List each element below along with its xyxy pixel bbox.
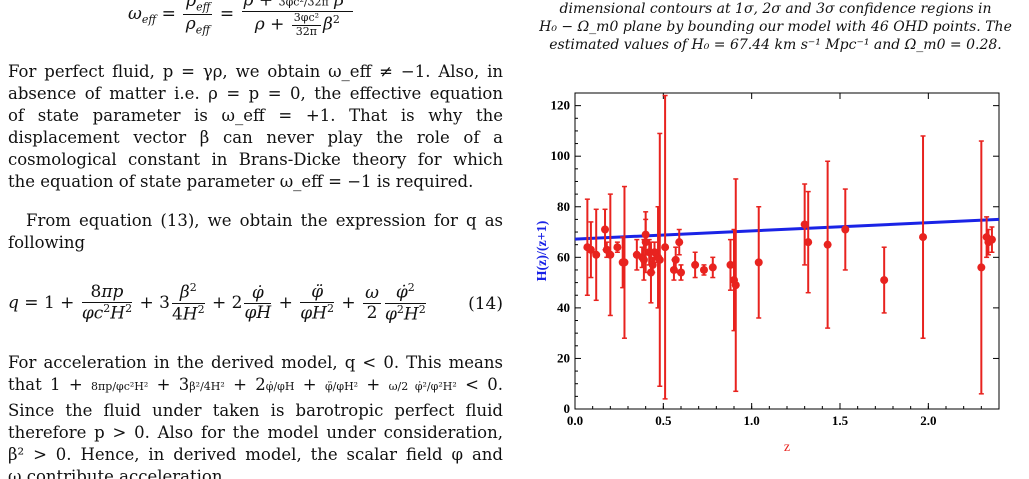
equation-14: q = 1 + 8πp φc2H2 + 3 β2 4H2 + 2 φ̇ φH + φ̈ φH…	[8, 281, 503, 325]
x-tick-label: 0.0	[567, 413, 583, 428]
y-tick-label: 60	[557, 249, 570, 264]
text-line: the equation of state parameter ω_eff = …	[8, 172, 474, 191]
hubble-plot: 0.0 0.5 1.0 1.5 2.0 0 20 40 60 80 100 120 z H(z)/(z…	[535, 92, 1000, 455]
caption-line: estimated values of H₀ = 67.44 km s⁻¹ Mp…	[549, 37, 1002, 53]
text-line: Since the fluid under taken is barotropi…	[8, 401, 503, 420]
data-point	[601, 225, 610, 234]
x-tick-label: 1.0	[744, 413, 760, 428]
data-point	[677, 268, 685, 277]
data-point	[919, 233, 928, 242]
text-line: therefore p > 0. Also for the model unde…	[8, 423, 503, 442]
y-tick-label: 40	[557, 300, 570, 315]
text-line: absence of matter i.e. ρ = p = 0, the ef…	[8, 84, 503, 103]
data-point	[671, 255, 680, 264]
paragraph-from-equation: From equation (13), we obtain the expres…	[8, 210, 503, 254]
y-axis-label: H(z)/(z+1)	[535, 220, 550, 281]
data-point	[804, 238, 813, 247]
data-point	[606, 250, 615, 259]
text-line: displacement vector β can never play the…	[8, 128, 503, 147]
data-point	[639, 255, 648, 264]
x-tick-label: 2.0	[920, 413, 936, 428]
data-point	[800, 220, 809, 229]
data-point	[592, 250, 601, 259]
data-point	[661, 243, 670, 252]
text-line: For perfect fluid, p = γρ, we obtain ω_e…	[8, 62, 503, 81]
data-point	[823, 240, 832, 249]
data-point	[841, 225, 850, 234]
x-tick-label: 0.5	[655, 413, 672, 428]
text-line: β² > 0. Hence, in derived model, the sca…	[8, 445, 503, 464]
x-tick-label: 1.5	[832, 413, 849, 428]
data-point	[987, 235, 996, 244]
right-column: dimensional contours at 1σ, 2σ and 3σ co…	[528, 0, 1023, 479]
data-point	[620, 258, 629, 267]
y-tick-label: 80	[557, 199, 570, 214]
data-point	[731, 281, 740, 290]
figure-caption: dimensional contours at 1σ, 2σ and 3σ co…	[528, 0, 1023, 54]
x-axis-label: z	[784, 440, 790, 455]
text-line: cosmological constant in Brans-Dicke the…	[8, 150, 503, 169]
data-point	[754, 258, 763, 267]
y-tick-label: 20	[557, 350, 570, 365]
data-point	[641, 230, 650, 239]
data-point	[699, 265, 708, 274]
y-tick-label: 120	[551, 98, 571, 113]
text-line: following	[8, 233, 86, 252]
caption-line: dimensional contours at 1σ, 2σ and 3σ co…	[559, 1, 992, 17]
text-line-inline-eq: that 1 + 8πp/φc²H² + 3β²/4H² + 2φ̇/φH + …	[8, 375, 503, 394]
text-line: ω contribute acceleration.	[8, 467, 228, 479]
data-point	[977, 263, 986, 272]
text-line: For acceleration in the derived model, q…	[8, 353, 503, 372]
data-point	[691, 260, 700, 269]
data-point	[880, 276, 889, 285]
equation-number: (14)	[468, 294, 503, 314]
paragraph-acceleration: For acceleration in the derived model, q…	[8, 352, 503, 479]
plot-frame	[574, 92, 1000, 410]
data-point	[675, 238, 684, 247]
y-tick-label: 100	[551, 148, 571, 163]
caption-line: H₀ − Ω_m0 plane by bounding our model wi…	[539, 19, 1012, 35]
y-tick-label: 0	[564, 401, 571, 416]
data-point	[655, 255, 664, 264]
text-line: of state parameter is ω_eff = +1. That i…	[8, 106, 503, 125]
data-point	[726, 260, 735, 269]
paragraph-perfect-fluid: For perfect fluid, p = γρ, we obtain ω_e…	[8, 61, 503, 193]
data-point	[586, 245, 595, 254]
data-point	[613, 243, 622, 252]
text-line: From equation (13), we obtain the expres…	[26, 211, 503, 230]
data-point	[708, 263, 717, 272]
